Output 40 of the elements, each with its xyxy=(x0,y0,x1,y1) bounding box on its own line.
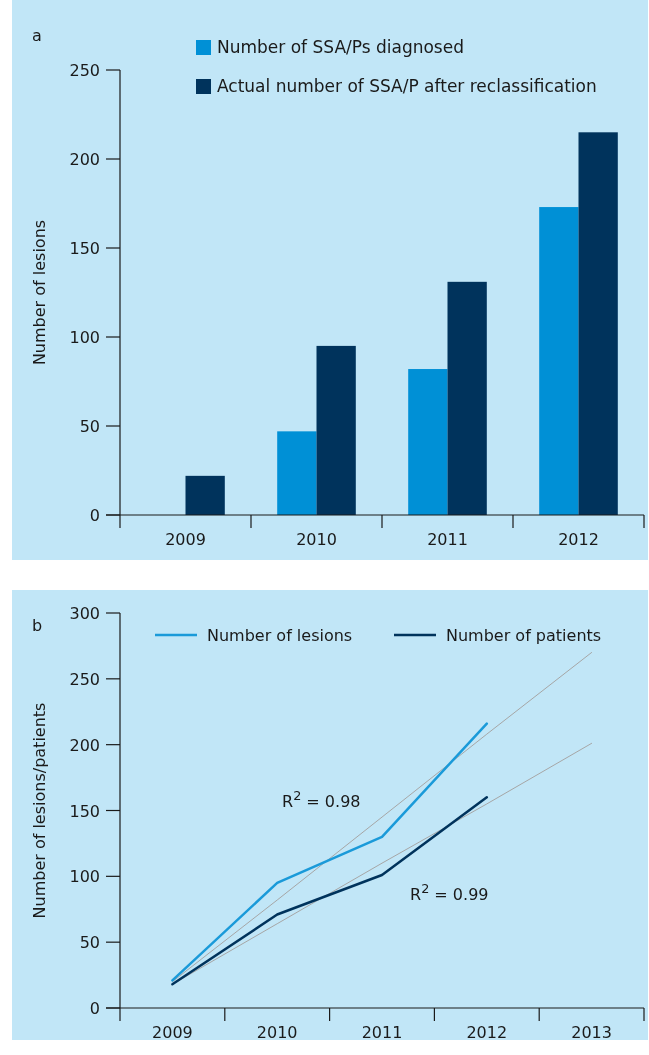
legend-label: Number of patients xyxy=(446,626,602,645)
y-axis-title: Number of lesions xyxy=(30,219,49,366)
y-tick-label: 250 xyxy=(69,61,100,80)
bar xyxy=(277,431,317,515)
x-tick-label: 2010 xyxy=(296,530,337,549)
legend-label: Number of SSA/Ps diagnosed xyxy=(217,37,464,57)
x-tick-label: 2012 xyxy=(466,1023,508,1042)
y-tick-label: 200 xyxy=(69,735,100,755)
y-tick-label: 150 xyxy=(69,239,100,258)
y-tick-label: 100 xyxy=(69,867,100,887)
bar xyxy=(447,281,487,515)
y-tick-label: 0 xyxy=(89,506,100,525)
chart-title: b xyxy=(32,616,43,635)
x-tick-label: 2009 xyxy=(152,1023,193,1042)
bar xyxy=(578,132,618,515)
y-tick-label: 300 xyxy=(69,604,100,623)
x-tick-label: 2011 xyxy=(361,1023,403,1042)
y-tick-label: 200 xyxy=(69,150,100,169)
x-tick-label: 2012 xyxy=(558,530,599,549)
annotation: R$^{2}$ = 0.98 xyxy=(282,787,361,811)
x-tick-label: 2010 xyxy=(256,1023,298,1042)
x-tick-label: 2011 xyxy=(427,530,468,549)
bar xyxy=(185,475,225,515)
y-tick-label: 150 xyxy=(69,801,100,821)
chart-title: a xyxy=(32,26,42,45)
legend-label: Number of lesions xyxy=(207,626,353,645)
y-tick-label: 50 xyxy=(79,417,100,436)
legend-label: Actual number of SSA/P after reclassification xyxy=(217,76,597,96)
bar xyxy=(539,207,579,515)
x-tick-label: 2009 xyxy=(165,530,206,549)
line-series xyxy=(171,722,489,982)
y-tick-label: 100 xyxy=(69,328,100,347)
y-axis-title: Number of lesions/patients xyxy=(30,702,49,919)
y-tick-label: 0 xyxy=(89,999,100,1018)
x-tick-label: 2013 xyxy=(571,1023,612,1042)
bar xyxy=(316,345,356,515)
bar xyxy=(408,369,448,515)
annotation: R$^{2}$ = 0.99 xyxy=(410,880,489,904)
y-tick-label: 250 xyxy=(69,669,100,689)
y-tick-label: 50 xyxy=(79,933,100,953)
